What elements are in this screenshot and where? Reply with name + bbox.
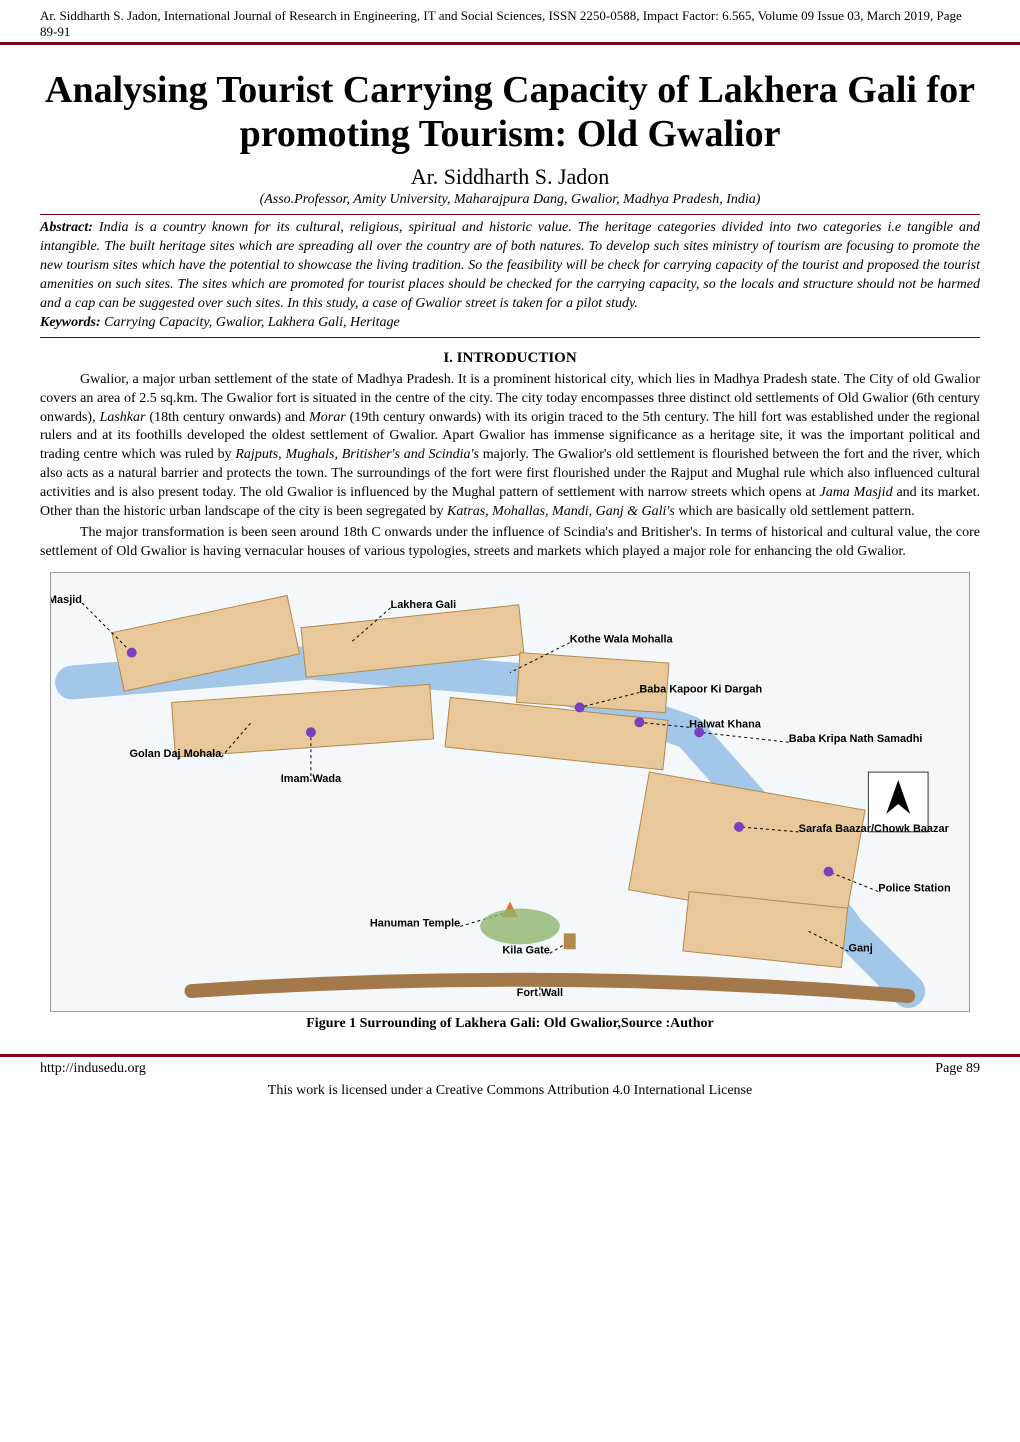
svg-text:Lakhera Gali: Lakhera Gali xyxy=(391,598,457,610)
keywords-text: Carrying Capacity, Gwalior, Lakhera Gali… xyxy=(101,315,400,330)
svg-text:Kothe Wala Mohalla: Kothe Wala Mohalla xyxy=(570,633,674,645)
abstract-text: India is a country known for its cultura… xyxy=(40,220,980,311)
svg-text:Golan Daj Mohala: Golan Daj Mohala xyxy=(130,748,223,760)
intro-paragraph-2: The major transformation is been seen ar… xyxy=(40,524,980,562)
author-affiliation: (Asso.Professor, Amity University, Mahar… xyxy=(40,192,980,208)
keywords-label: Keywords: xyxy=(40,315,101,330)
page-footer: http://indusedu.org Page 89 xyxy=(0,1054,1020,1083)
svg-text:Hanuman Temple: Hanuman Temple xyxy=(370,917,460,929)
svg-text:Baba Kripa Nath Samadhi: Baba Kripa Nath Samadhi xyxy=(789,733,923,745)
footer-url: http://indusedu.org xyxy=(40,1061,146,1077)
map-diagram: Gadi Wali Masjid Lakhera Gali Kothe Wala M… xyxy=(50,572,970,1012)
page-content: Analysing Tourist Carrying Capacity of L… xyxy=(0,45,1020,1054)
svg-text:Police Station: Police Station xyxy=(878,882,950,894)
svg-text:Gadi Wali Masjid: Gadi Wali Masjid xyxy=(50,593,82,605)
abstract-block: Abstract: India is a country known for i… xyxy=(40,214,980,337)
svg-text:Baba Kapoor Ki Dargah: Baba Kapoor Ki Dargah xyxy=(639,683,762,695)
svg-text:Fort Wall: Fort Wall xyxy=(517,987,563,999)
svg-text:Imam Wada: Imam Wada xyxy=(281,773,342,785)
author-name: Ar. Siddharth S. Jadon xyxy=(40,164,980,190)
citation-text: Ar. Siddharth S. Jadon, International Jo… xyxy=(40,8,962,39)
svg-text:Ganj: Ganj xyxy=(848,942,872,954)
svg-text:Kila Gate: Kila Gate xyxy=(502,944,549,956)
abstract-label: Abstract: xyxy=(40,220,93,235)
figure-caption: Figure 1 Surrounding of Lakhera Gali: Ol… xyxy=(40,1016,980,1032)
svg-text:Sarafa Baazar/Chowk Baazar: Sarafa Baazar/Chowk Baazar xyxy=(799,822,950,834)
license-text: This work is licensed under a Creative C… xyxy=(0,1083,1020,1109)
figure-1: Gadi Wali Masjid Lakhera Gali Kothe Wala M… xyxy=(40,572,980,1032)
paper-title: Analysing Tourist Carrying Capacity of L… xyxy=(40,69,980,156)
journal-header: Ar. Siddharth S. Jadon, International Jo… xyxy=(0,0,1020,45)
intro-paragraph-1: Gwalior, a major urban settlement of the… xyxy=(40,371,980,522)
footer-page-number: Page 89 xyxy=(935,1061,980,1077)
section-heading-intro: I. INTRODUCTION xyxy=(40,350,980,367)
